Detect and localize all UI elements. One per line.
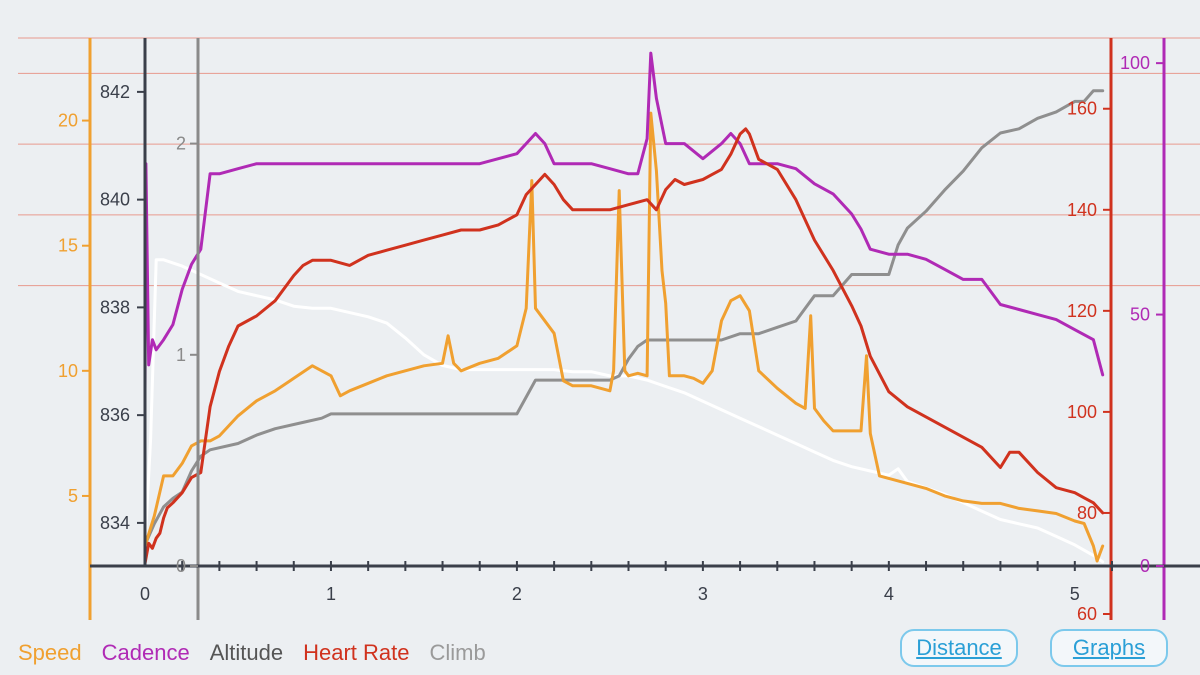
y-tick-label-heartrate: 140 xyxy=(1067,200,1097,220)
distance-button[interactable]: Distance xyxy=(900,629,1018,667)
y-tick-label-heartrate: 160 xyxy=(1067,99,1097,119)
y-tick-label-speed: 10 xyxy=(58,361,78,381)
legend: Speed Cadence Altitude Heart Rate Climb xyxy=(18,640,486,666)
x-tick-label: 3 xyxy=(698,584,708,604)
legend-item-speed: Speed xyxy=(18,640,82,665)
multi-axis-line-chart: 0 1 2 3 4 5 5 10 15 20 834 836 838 840 842 0 1 2 60 80 100 12… xyxy=(18,37,1200,624)
y-tick-label-climb: 1 xyxy=(176,345,186,365)
series-line-cadence xyxy=(143,51,1105,392)
y-tick-label-climb: 2 xyxy=(176,134,186,154)
x-tick-label: 0 xyxy=(140,584,150,604)
y-tick-label-speed: 5 xyxy=(68,486,78,506)
legend-item-climb: Climb xyxy=(429,640,486,665)
y-tick-label-climb: 0 xyxy=(176,556,186,576)
x-tick-label: 5 xyxy=(1070,584,1080,604)
y-tick-label-heartrate: 120 xyxy=(1067,301,1097,321)
graphs-button[interactable]: Graphs xyxy=(1050,629,1168,667)
y-tick-label-speed: 20 xyxy=(58,111,78,131)
y-tick-label-altitude: 836 xyxy=(100,405,130,425)
y-tick-label-speed: 15 xyxy=(58,236,78,256)
series-line-altitude xyxy=(143,89,1105,547)
y-tick-label-altitude: 838 xyxy=(100,297,130,317)
x-tick-label: 4 xyxy=(884,584,894,604)
y-tick-label-altitude: 840 xyxy=(100,190,130,210)
legend-item-heart-rate: Heart Rate xyxy=(303,640,410,665)
y-tick-label-cadence: 0 xyxy=(1140,556,1150,576)
x-tick-label: 2 xyxy=(512,584,522,604)
y-tick-label-altitude: 842 xyxy=(100,82,130,102)
y-tick-label-cadence: 50 xyxy=(1130,305,1150,325)
y-tick-label-heartrate: 100 xyxy=(1067,402,1097,422)
x-tick-label: 1 xyxy=(326,584,336,604)
y-tick-label-heartrate: 80 xyxy=(1077,503,1097,523)
series-line-heart-rate xyxy=(143,127,1105,565)
y-tick-label-cadence: 100 xyxy=(1120,53,1150,73)
y-tick-label-heartrate: 60 xyxy=(1077,604,1097,624)
y-tick-label-altitude: 834 xyxy=(100,513,130,533)
legend-item-altitude: Altitude xyxy=(209,640,284,665)
legend-item-cadence: Cadence xyxy=(101,640,190,665)
series-line-speed xyxy=(143,111,1105,563)
